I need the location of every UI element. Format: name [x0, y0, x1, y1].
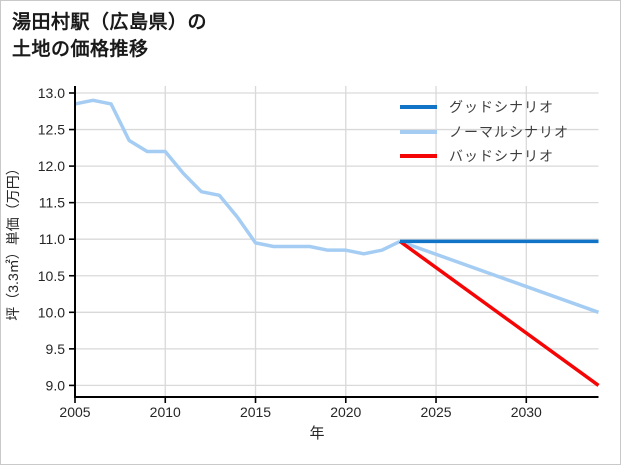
y-tick-label: 9.5	[46, 341, 66, 357]
y-tick-label: 13.0	[38, 85, 65, 101]
legend-label: グッドシナリオ	[449, 99, 554, 116]
y-tick-label: 12.5	[38, 122, 65, 138]
y-tick-label: 12.0	[38, 158, 65, 174]
y-tick-label: 11.0	[39, 231, 65, 247]
legend: グッドシナリオ ノーマルシナリオ バッドシナリオ	[400, 95, 569, 169]
x-axis-label: 年	[309, 425, 324, 442]
legend-label: ノーマルシナリオ	[449, 123, 569, 140]
legend-item-normal-scenario: ノーマルシナリオ	[400, 120, 569, 145]
y-tick-label: 11.5	[39, 195, 65, 211]
x-tick-label: 2005	[59, 404, 90, 420]
good-scenario-line-swatch	[400, 105, 437, 110]
bad-scenario-line-swatch	[400, 154, 437, 159]
y-tick-label: 10.0	[38, 304, 65, 320]
x-tick-label: 2020	[330, 404, 361, 420]
chart-title: 湯田村駅（広島県）の 土地の価格推移	[12, 9, 207, 63]
chart-title-line1: 湯田村駅（広島県）の	[12, 12, 208, 33]
bad-scenario-line	[398, 239, 600, 387]
y-tick-label: 10.5	[38, 268, 65, 284]
x-tick-label: 2015	[240, 404, 271, 420]
x-tick-label: 2025	[420, 404, 451, 420]
y-tick-label: 9.0	[46, 377, 66, 393]
legend-item-bad-scenario: バッドシナリオ	[400, 144, 569, 169]
legend-label: バッドシナリオ	[449, 148, 554, 165]
history-price-line	[74, 98, 401, 256]
y-axis-label: 坪（3.3㎡）単価（万円）	[5, 161, 21, 320]
x-tick-label: 2010	[150, 404, 181, 420]
chart-title-line2: 土地の価格推移	[12, 39, 149, 60]
x-tick-label: 2030	[511, 404, 542, 420]
normal-scenario-line	[399, 239, 600, 314]
normal-scenario-line-swatch	[400, 129, 437, 134]
legend-item-good-scenario: グッドシナリオ	[400, 95, 569, 120]
